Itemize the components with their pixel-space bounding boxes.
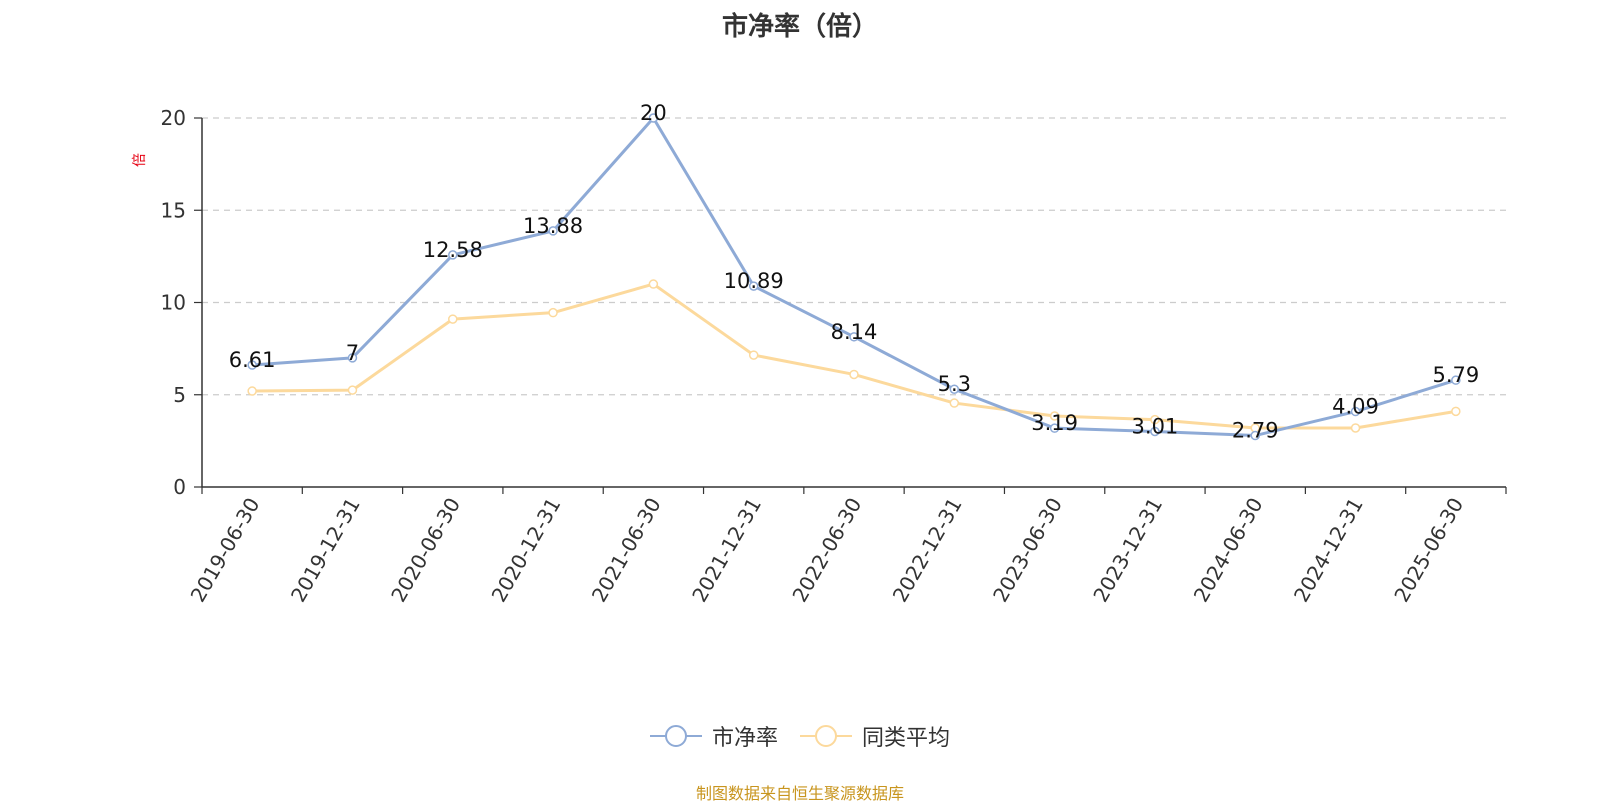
data-label: 5.3 xyxy=(938,372,971,396)
x-tick-label: 2023-12-31 xyxy=(1088,494,1167,607)
x-tick-label: 2024-12-31 xyxy=(1289,494,1368,607)
data-point xyxy=(748,350,759,360)
data-label: 3.01 xyxy=(1132,414,1179,438)
series-line xyxy=(252,116,1457,438)
data-label: 5.79 xyxy=(1432,363,1479,387)
x-tick-label: 2019-12-31 xyxy=(286,494,365,607)
y-tick-label: 10 xyxy=(161,291,186,315)
data-point xyxy=(247,360,257,370)
data-label: 12.58 xyxy=(423,238,483,262)
data-label: 13.88 xyxy=(523,214,583,238)
series-line xyxy=(252,282,1457,430)
data-point xyxy=(448,314,458,324)
data-label: 3.19 xyxy=(1031,411,1078,435)
legend-item-peer-average[interactable]: 同类平均 xyxy=(800,720,950,752)
data-label: 10.89 xyxy=(724,269,784,293)
data-source-note: 制图数据来自恒生聚源数据库 xyxy=(695,784,904,803)
legend-label: 同类平均 xyxy=(862,726,951,751)
data-point xyxy=(849,332,859,342)
data-point xyxy=(1350,406,1361,417)
x-tick-label: 2023-06-30 xyxy=(988,494,1067,607)
y-tick-label: 20 xyxy=(161,106,186,130)
legend-item-pb[interactable]: 市净率 xyxy=(649,720,778,752)
x-tick-label: 2021-12-31 xyxy=(687,494,766,607)
y-tick-label: 0 xyxy=(173,475,186,499)
x-tick-label: 2019-06-30 xyxy=(186,494,265,607)
x-tick-label: 2022-12-31 xyxy=(888,493,967,606)
data-point xyxy=(849,369,859,380)
data-point xyxy=(748,281,759,291)
y-tick-label: 5 xyxy=(173,383,186,407)
legend: 市净率 同类平均 xyxy=(0,720,1600,752)
data-point xyxy=(347,385,358,395)
legend-marker-icon xyxy=(800,725,852,747)
data-point xyxy=(448,250,458,260)
data-label: 6.61 xyxy=(229,348,276,372)
x-tick-label: 2020-12-31 xyxy=(487,494,566,607)
data-point xyxy=(648,113,659,123)
x-tick-label: 2024-06-30 xyxy=(1189,494,1268,607)
data-label: 20 xyxy=(640,101,667,125)
data-point xyxy=(247,386,257,396)
data-point xyxy=(1451,406,1461,417)
y-tick-label: 15 xyxy=(161,198,186,222)
x-tick-label: 2021-06-30 xyxy=(587,494,666,607)
legend-marker-icon xyxy=(649,725,702,747)
data-point xyxy=(548,226,558,236)
x-tick-label: 2020-06-30 xyxy=(386,494,465,607)
data-label: 7 xyxy=(346,341,359,365)
legend-label: 市净率 xyxy=(711,726,778,751)
data-point xyxy=(1451,375,1461,385)
data-point xyxy=(1049,411,1060,421)
data-point xyxy=(1150,426,1160,437)
data-point xyxy=(949,384,960,394)
x-tick-label: 2022-06-30 xyxy=(787,494,866,607)
data-point xyxy=(949,398,960,408)
data-point xyxy=(1350,423,1361,433)
data-point xyxy=(548,307,558,318)
data-point xyxy=(1250,430,1260,441)
data-point xyxy=(1049,423,1060,433)
x-tick-label: 2025-06-30 xyxy=(1389,494,1468,607)
chart-title: 市净率（倍） xyxy=(721,12,878,42)
data-point xyxy=(648,279,659,289)
data-point xyxy=(1150,414,1160,425)
data-label: 4.09 xyxy=(1332,395,1379,419)
data-label: 2.79 xyxy=(1232,419,1279,443)
data-label: 8.14 xyxy=(831,320,878,344)
data-point xyxy=(347,353,358,363)
